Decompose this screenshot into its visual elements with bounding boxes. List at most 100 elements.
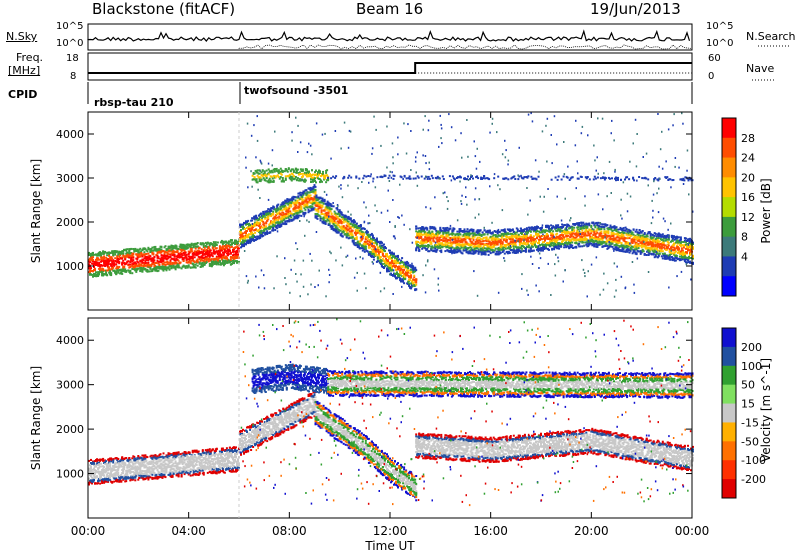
data-cell xyxy=(168,262,170,264)
data-cell xyxy=(434,228,436,230)
data-cell xyxy=(534,238,536,240)
data-cell xyxy=(560,245,562,247)
data-cell xyxy=(452,233,454,235)
data-cell xyxy=(270,210,272,212)
data-cell xyxy=(376,243,378,245)
data-cell xyxy=(341,212,343,214)
data-cell xyxy=(558,248,560,250)
data-cell xyxy=(216,244,218,246)
data-cell xyxy=(372,235,374,237)
data-cell xyxy=(444,250,446,252)
data-cell xyxy=(548,249,550,251)
data-cell xyxy=(126,248,128,250)
data-cell xyxy=(360,225,362,227)
data-cell xyxy=(473,243,475,245)
data-cell xyxy=(280,225,282,227)
data-cell xyxy=(476,234,478,236)
data-cell xyxy=(412,267,414,269)
data-cell xyxy=(322,205,324,207)
data-cell xyxy=(512,235,514,237)
data-cell xyxy=(222,245,224,247)
data-cell xyxy=(328,205,330,207)
data-cell xyxy=(288,220,290,222)
data-cell xyxy=(473,239,475,241)
data-cell xyxy=(379,243,381,245)
data-cell xyxy=(446,227,448,229)
data-cell xyxy=(425,245,427,247)
data-cell xyxy=(486,240,488,242)
data-cell xyxy=(408,270,410,272)
data-cell xyxy=(495,231,497,233)
data-cell xyxy=(533,250,535,252)
data-cell xyxy=(302,193,304,195)
data-cell xyxy=(151,263,153,265)
data-cell xyxy=(231,246,233,248)
data-cell xyxy=(552,230,554,232)
data-cell xyxy=(127,260,129,262)
data-cell xyxy=(129,261,131,263)
data-cell xyxy=(430,241,432,243)
data-cell xyxy=(575,246,577,248)
data-cell xyxy=(297,196,299,198)
data-cell xyxy=(207,251,209,253)
data-cell xyxy=(383,244,385,246)
data-cell xyxy=(415,228,417,230)
data-cell xyxy=(104,252,106,254)
data-cell xyxy=(362,250,364,252)
data-cell xyxy=(505,248,507,250)
data-cell xyxy=(543,244,545,246)
data-cell xyxy=(462,252,464,254)
data-cell xyxy=(320,216,322,218)
data-cell xyxy=(531,229,533,231)
data-cell xyxy=(293,213,295,215)
data-cell xyxy=(395,265,397,267)
data-cell xyxy=(172,262,174,264)
data-cell xyxy=(128,257,130,259)
data-cell xyxy=(159,248,161,250)
data-cell xyxy=(206,261,208,263)
data-cell xyxy=(357,232,359,234)
data-cell xyxy=(310,191,312,193)
data-cell xyxy=(193,245,195,247)
data-cell xyxy=(322,199,324,201)
data-cell xyxy=(510,238,512,240)
data-cell xyxy=(464,249,466,251)
data-cell xyxy=(582,232,584,234)
data-cell xyxy=(421,234,423,236)
data-cell xyxy=(117,272,119,274)
data-cell xyxy=(407,262,409,264)
data-cell xyxy=(403,269,405,271)
data-cell xyxy=(158,257,160,259)
data-cell xyxy=(517,229,519,231)
data-cell xyxy=(242,232,244,234)
data-cell xyxy=(502,243,504,245)
data-cell xyxy=(356,236,358,238)
data-cell xyxy=(363,233,365,235)
data-cell xyxy=(528,244,530,246)
data-cell xyxy=(380,256,382,258)
data-cell xyxy=(125,270,127,272)
data-cell xyxy=(453,228,455,230)
data-cell xyxy=(454,242,456,244)
data-cell xyxy=(292,198,294,200)
data-cell xyxy=(114,254,116,256)
data-cell xyxy=(305,198,307,200)
data-cell xyxy=(556,233,558,235)
data-cell xyxy=(463,235,465,237)
data-cell xyxy=(318,211,320,213)
data-cell xyxy=(152,252,154,254)
data-cell xyxy=(264,218,266,220)
data-cell xyxy=(249,224,251,226)
data-cell xyxy=(112,254,114,256)
data-cell xyxy=(460,228,462,230)
data-cell xyxy=(567,232,569,234)
data-cell xyxy=(471,253,473,255)
data-cell xyxy=(147,262,149,264)
data-cell xyxy=(454,238,456,240)
data-cell xyxy=(445,246,447,248)
data-cell xyxy=(486,238,488,240)
data-cell xyxy=(467,228,469,230)
data-cell xyxy=(384,255,386,257)
data-cell xyxy=(530,231,532,233)
data-cell xyxy=(327,209,329,211)
